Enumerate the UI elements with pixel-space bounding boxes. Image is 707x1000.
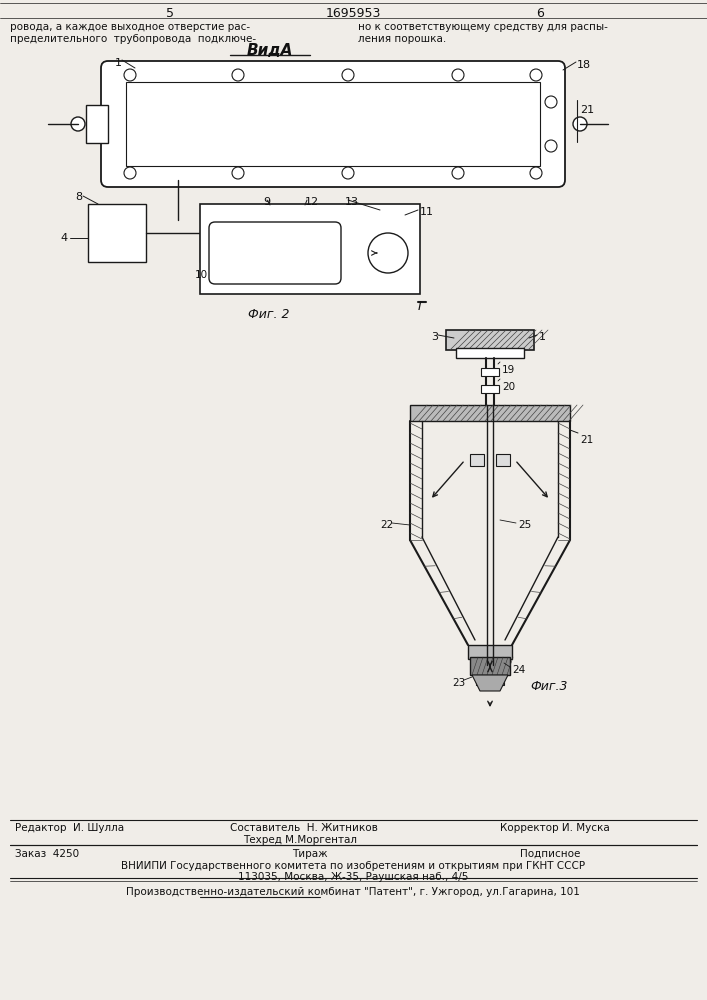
Text: 25: 25 [518,520,531,530]
Text: Составитель  Н. Житников: Составитель Н. Житников [230,823,378,833]
Circle shape [573,117,587,131]
Text: 22: 22 [380,520,393,530]
Text: 20: 20 [502,382,515,392]
Text: Редактор  И. Шулла: Редактор И. Шулла [15,823,124,833]
Text: Техред М.Моргентал: Техред М.Моргентал [243,835,357,845]
Text: ВНИИПИ Государственного комитета по изобретениям и открытиям при ГКНТ СССР: ВНИИПИ Государственного комитета по изоб… [121,861,585,871]
Circle shape [530,167,542,179]
Bar [496,454,510,466]
Bar [410,405,570,421]
Circle shape [368,233,408,273]
Text: Фиг. 2: Фиг. 2 [248,308,289,321]
Text: ровода, а каждое выходное отверстие рас-: ровода, а каждое выходное отверстие рас- [10,22,250,32]
Bar [481,368,499,376]
Circle shape [232,167,244,179]
Polygon shape [472,675,508,691]
Text: Корректор И. Муска: Корректор И. Муска [500,823,609,833]
Circle shape [124,69,136,81]
Bar [481,385,499,393]
Text: Производственно-издательский комбинат "Патент", г. Ужгород, ул.Гагарина, 101: Производственно-издательский комбинат "П… [126,887,580,897]
Text: 19: 19 [502,365,515,375]
Circle shape [530,69,542,81]
Bar [88,204,146,262]
FancyBboxPatch shape [101,61,565,187]
Text: 1: 1 [115,58,122,68]
Circle shape [342,167,354,179]
Text: 18: 18 [577,60,591,70]
Text: 113035, Москва, Ж-35, Раушская наб., 4/5: 113035, Москва, Ж-35, Раушская наб., 4/5 [238,872,468,882]
Text: 12: 12 [305,197,319,207]
Text: 21: 21 [580,435,593,445]
Circle shape [232,69,244,81]
Text: 21: 21 [580,105,594,115]
Text: 10: 10 [195,270,208,280]
Circle shape [452,69,464,81]
Text: 5: 5 [166,7,174,20]
Bar [86,105,108,143]
Bar [456,348,524,358]
Text: ВидА: ВидА [247,43,293,58]
Text: 24: 24 [512,665,525,675]
Bar [470,454,484,466]
Text: 9: 9 [263,197,270,207]
Text: 3: 3 [431,332,438,342]
Text: 1: 1 [539,332,546,342]
Text: Заказ  4250: Заказ 4250 [15,849,79,859]
Circle shape [71,117,85,131]
Text: I: I [418,300,422,313]
Circle shape [342,69,354,81]
Text: Фиг.3: Фиг.3 [530,680,568,693]
Text: 13: 13 [345,197,359,207]
Text: 1695953: 1695953 [325,7,380,20]
Text: пределительного  трубопровода  подключе-: пределительного трубопровода подключе- [10,34,256,44]
Text: 23: 23 [452,678,465,688]
Text: ления порошка.: ления порошка. [358,34,446,44]
Bar [126,82,540,166]
Text: 11: 11 [420,207,434,217]
Bar [470,657,510,675]
Bar [468,645,512,659]
Circle shape [124,167,136,179]
Text: но к соответствующему средству для распы-: но к соответствующему средству для распы… [358,22,608,32]
Text: Подписное: Подписное [520,849,580,859]
Bar [476,675,504,685]
Text: Тираж: Тираж [292,849,328,859]
Bar [446,330,534,350]
Text: 4: 4 [60,233,67,243]
Text: 6: 6 [536,7,544,20]
Text: 8: 8 [75,192,82,202]
Bar [200,204,420,294]
FancyBboxPatch shape [209,222,341,284]
Circle shape [452,167,464,179]
